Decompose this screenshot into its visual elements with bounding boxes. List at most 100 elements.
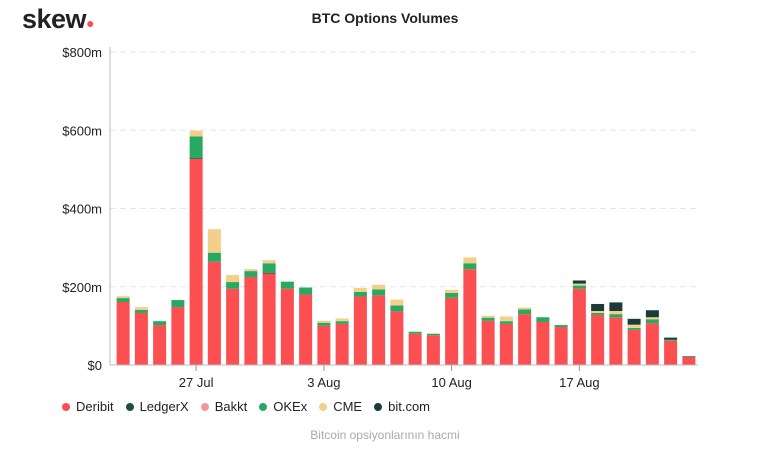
bar-deribit	[390, 311, 404, 365]
bar-okex	[645, 319, 659, 324]
bar-cme	[207, 229, 221, 253]
bar-bitcom	[682, 356, 696, 358]
bar-cme	[481, 315, 495, 318]
bar-deribit	[627, 329, 641, 365]
bar-okex	[372, 289, 386, 296]
legend-item[interactable]: CME	[319, 399, 362, 414]
bar-okex	[171, 300, 185, 308]
bar-deribit	[426, 335, 440, 365]
legend-item[interactable]: Bakkt	[200, 399, 248, 414]
bar-bitcom	[627, 318, 641, 325]
caption: Bitcoin opsiyonlarının hacmi	[310, 428, 460, 442]
bar-okex	[317, 322, 331, 326]
bar-deribit	[518, 314, 532, 365]
bar-deribit	[445, 297, 459, 365]
bar-okex	[536, 317, 550, 322]
bar-cme	[134, 307, 148, 310]
bar-okex	[335, 321, 349, 324]
bar-cme	[189, 130, 203, 137]
bar-okex	[463, 263, 477, 270]
bar-deribit	[116, 302, 130, 365]
bar-okex	[499, 321, 513, 324]
bar-deribit	[499, 323, 513, 365]
bar-okex	[445, 293, 459, 298]
bar-okex	[664, 339, 678, 341]
bar-okex	[554, 325, 568, 328]
legend-item[interactable]: Deribit	[62, 399, 114, 414]
legend-item[interactable]: LedgerX	[125, 399, 189, 414]
bar-deribit	[554, 327, 568, 365]
bar-deribit	[226, 288, 240, 365]
x-tick-label: 3 Aug	[307, 375, 340, 390]
bar-deribit	[335, 323, 349, 365]
bar-okex	[518, 309, 532, 315]
bar-cme	[518, 307, 532, 310]
bar-deribit	[481, 320, 495, 365]
logo-dot-icon: ●	[86, 15, 95, 31]
legend-label: LedgerX	[139, 399, 189, 414]
legend-swatch-icon	[62, 402, 70, 411]
bar-deribit	[262, 273, 276, 365]
bar-deribit	[189, 158, 203, 365]
bar-deribit	[280, 288, 294, 365]
bar-deribit	[207, 261, 221, 365]
bar-deribit	[244, 276, 258, 365]
bar-okex	[262, 263, 276, 273]
logo-text: skew	[22, 4, 87, 34]
legend-label: Bakkt	[214, 399, 248, 414]
legend-swatch-icon	[125, 402, 134, 411]
bar-okex	[134, 309, 148, 313]
bar-okex	[481, 317, 495, 321]
legend-label: Deribit	[76, 399, 114, 414]
y-tick-label: $200m	[62, 280, 102, 295]
bar-cme	[317, 320, 331, 323]
bar-deribit	[645, 323, 659, 365]
skew-logo: skew●	[22, 4, 95, 35]
legend-swatch-icon	[200, 402, 209, 411]
bar-okex	[591, 312, 605, 315]
bar-okex	[207, 252, 221, 262]
legend-label: bit.com	[388, 399, 431, 414]
legend-item[interactable]: OKEx	[259, 399, 307, 414]
bar-deribit	[682, 357, 696, 365]
bar-cme	[353, 287, 367, 292]
bar-cme	[463, 257, 477, 264]
bar-deribit	[609, 317, 623, 365]
bar-okex	[572, 285, 586, 289]
legend-swatch-icon	[259, 402, 268, 411]
bar-okex	[153, 321, 167, 326]
bar-cme	[226, 275, 240, 283]
bar-cme	[499, 316, 513, 322]
bar-bitcom	[645, 310, 659, 318]
bar-okex	[280, 281, 294, 289]
bar-cme	[591, 311, 605, 313]
bar-bitcom	[609, 302, 623, 312]
bar-okex	[116, 298, 130, 303]
bar-cme	[390, 299, 404, 306]
legend-swatch-icon	[374, 402, 383, 411]
bar-okex	[226, 282, 240, 289]
bar-cme	[262, 260, 276, 264]
bar-cme	[244, 269, 258, 272]
bar-bitcom	[664, 337, 678, 340]
legend-item[interactable]: bit.com	[374, 399, 430, 414]
bar-okex	[408, 331, 422, 334]
bar-okex	[609, 314, 623, 318]
bar-cme	[645, 317, 659, 320]
bar-cme	[627, 324, 641, 328]
bar-bitcom	[591, 303, 605, 312]
bar-ledgerx	[189, 158, 203, 159]
bar-okex	[627, 327, 641, 330]
legend-swatch-icon	[319, 402, 328, 411]
bar-okex	[189, 136, 203, 159]
bar-cme	[609, 311, 623, 315]
bar-okex	[390, 305, 404, 312]
bar-deribit	[463, 269, 477, 365]
y-tick-label: $600m	[62, 123, 102, 138]
bar-okex	[244, 271, 258, 277]
bar-deribit	[171, 307, 185, 365]
bar-deribit	[153, 325, 167, 365]
legend-label: OKEx	[273, 399, 308, 414]
bar-deribit	[353, 296, 367, 365]
